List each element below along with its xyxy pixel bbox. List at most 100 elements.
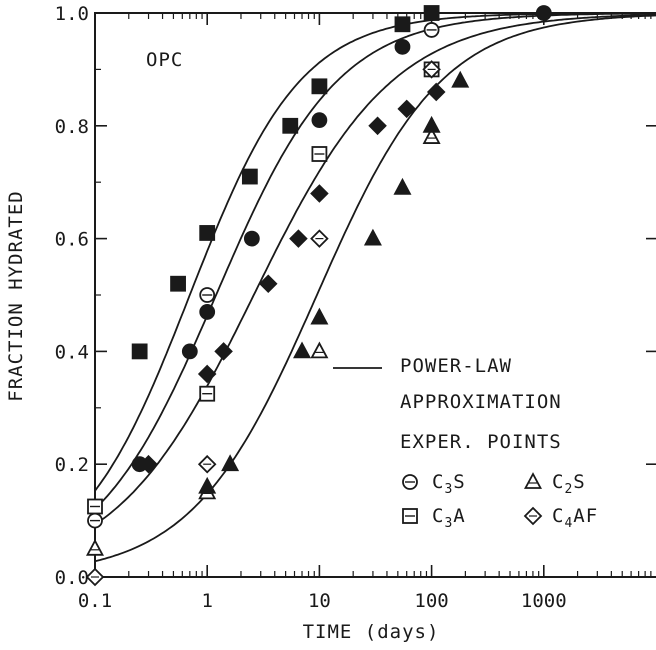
data-point-c2s bbox=[422, 115, 441, 133]
square-marker bbox=[199, 225, 216, 241]
y-tick-label: 0.8 bbox=[55, 116, 89, 138]
data-point-c3a bbox=[241, 168, 258, 185]
triangle-marker bbox=[451, 70, 470, 88]
y-tick-label: 1.0 bbox=[55, 3, 89, 25]
diamond-marker bbox=[197, 364, 217, 384]
experimental-points bbox=[85, 5, 552, 587]
square-marker bbox=[131, 343, 148, 360]
legend-points-title: EXPER. POINTS bbox=[400, 431, 562, 453]
data-point-c3s bbox=[199, 287, 216, 303]
square-marker bbox=[170, 275, 186, 292]
data-point-c3a bbox=[199, 385, 216, 402]
square-marker bbox=[423, 5, 440, 21]
diamond-marker bbox=[258, 274, 278, 293]
triangle-marker bbox=[363, 228, 382, 246]
square-marker bbox=[282, 117, 299, 134]
legend-c4af-marker bbox=[523, 506, 543, 526]
square-marker bbox=[394, 16, 411, 33]
triangle-marker bbox=[85, 538, 105, 556]
triangle-marker bbox=[310, 307, 329, 325]
legend-line-label-1: POWER-LAW bbox=[400, 355, 512, 377]
data-point-c4af bbox=[368, 116, 387, 136]
data-point-c4af bbox=[139, 454, 158, 474]
data-point-c2s bbox=[198, 476, 217, 494]
y-tick-label: 0.6 bbox=[55, 229, 89, 251]
data-point-c4af bbox=[85, 567, 105, 587]
x-tick-label: 100 bbox=[414, 590, 448, 612]
data-point-c3s bbox=[181, 343, 198, 360]
circle-marker bbox=[394, 38, 411, 55]
legend-markers bbox=[402, 472, 543, 526]
triangle-marker bbox=[198, 476, 217, 494]
legend-c3a-marker bbox=[402, 508, 418, 524]
legend-c2s-label: C2S bbox=[552, 471, 586, 497]
legend-line-label-2: APPROXIMATION bbox=[400, 391, 562, 413]
data-point-c3a bbox=[170, 275, 186, 292]
legend-c3a-label: C3A bbox=[432, 505, 466, 531]
x-axis-title: TIME (days) bbox=[303, 621, 440, 643]
data-point-c3s bbox=[423, 22, 440, 38]
circle-marker bbox=[243, 230, 260, 247]
triangle-marker bbox=[523, 472, 543, 489]
data-point-c3a bbox=[394, 16, 411, 33]
y-tick-label: 0.2 bbox=[55, 454, 89, 476]
data-point-c2s bbox=[422, 127, 441, 144]
data-point-c4af bbox=[397, 99, 416, 119]
data-point-c3a bbox=[87, 498, 103, 515]
y-tick-label: 0.4 bbox=[55, 341, 89, 363]
triangle-marker bbox=[310, 341, 329, 359]
circle-marker bbox=[181, 343, 198, 360]
circle-marker bbox=[535, 5, 552, 21]
legend-c3s-label: C3S bbox=[432, 471, 466, 497]
square-marker bbox=[241, 168, 258, 185]
diamond-marker bbox=[397, 99, 416, 119]
data-point-c4af bbox=[426, 82, 446, 102]
triangle-marker bbox=[221, 454, 240, 472]
data-point-c4af bbox=[289, 229, 308, 248]
data-point-c3a bbox=[131, 343, 148, 360]
diamond-marker bbox=[289, 229, 308, 248]
data-point-c4af bbox=[214, 342, 233, 361]
diamond-marker bbox=[426, 82, 446, 102]
data-point-c3s bbox=[311, 112, 328, 129]
x-tick-label: 0.1 bbox=[78, 590, 112, 612]
data-point-c2s bbox=[85, 538, 105, 556]
y-tick-label: 0.0 bbox=[55, 567, 89, 589]
data-point-c3s bbox=[87, 512, 103, 529]
diamond-marker bbox=[368, 116, 387, 136]
data-point-c4af bbox=[310, 184, 329, 203]
power-law-curve bbox=[94, 12, 656, 510]
triangle-marker bbox=[293, 341, 312, 359]
triangle-marker bbox=[422, 127, 441, 144]
data-point-c2s bbox=[363, 228, 382, 246]
data-point-c3a bbox=[311, 146, 328, 162]
triangle-marker bbox=[422, 115, 441, 133]
data-point-c3s bbox=[243, 230, 260, 247]
circle-marker bbox=[199, 304, 216, 320]
data-point-c3a bbox=[423, 5, 440, 21]
x-tick-label: 10 bbox=[308, 590, 331, 612]
data-point-c2s bbox=[293, 341, 312, 359]
data-point-c3a bbox=[311, 78, 328, 95]
legend-c3s-marker bbox=[402, 474, 418, 490]
data-point-c2s bbox=[451, 70, 470, 88]
diamond-marker bbox=[310, 184, 329, 203]
data-point-c2s bbox=[310, 307, 329, 325]
triangle-marker bbox=[393, 177, 412, 195]
y-axis-title: FRACTION HYDRATED bbox=[5, 190, 27, 401]
data-point-c4af bbox=[197, 454, 217, 474]
data-point-c4af bbox=[422, 60, 441, 79]
legend-c2s-marker bbox=[523, 472, 543, 489]
data-point-c2s bbox=[221, 454, 240, 472]
legend-c4af-label: C4AF bbox=[552, 505, 598, 531]
data-point-c3s bbox=[199, 304, 216, 320]
circle-marker bbox=[311, 112, 328, 129]
data-point-c4af bbox=[197, 364, 217, 384]
square-marker bbox=[311, 78, 328, 95]
x-tick-label: 1 bbox=[201, 590, 212, 612]
power-law-curve bbox=[94, 12, 656, 492]
power-law-curve bbox=[94, 14, 656, 563]
x-tick-label: 1000 bbox=[521, 590, 567, 612]
data-point-c4af bbox=[258, 274, 278, 293]
